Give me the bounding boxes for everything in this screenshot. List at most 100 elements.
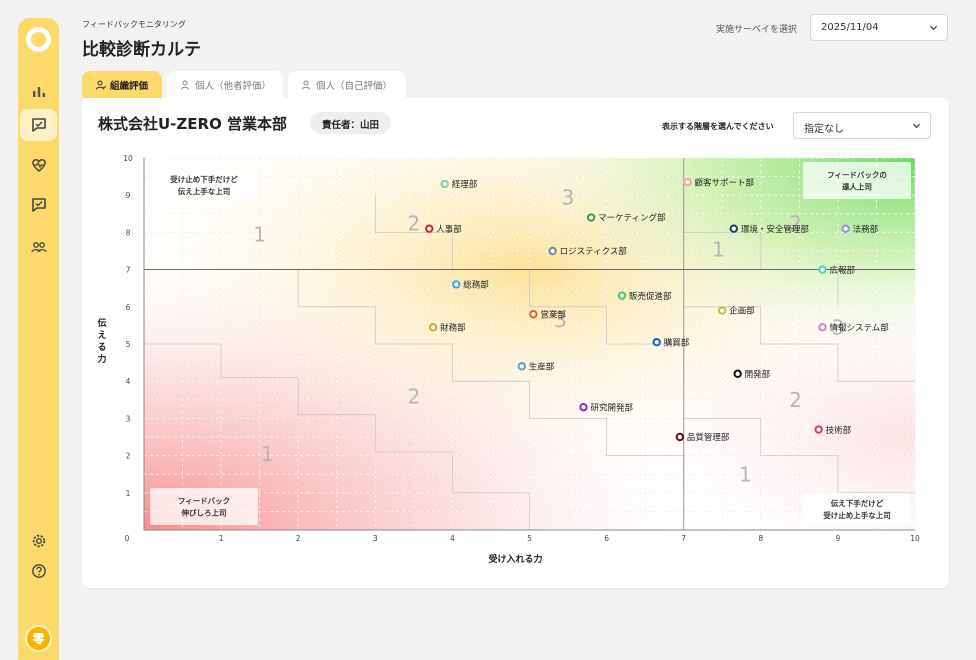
page-title: 比較診断カルテ — [82, 40, 201, 60]
feedback-icon — [31, 118, 46, 132]
nav-analytics[interactable] — [20, 75, 57, 107]
diagnosis-card: 株式会社U-ZERO 営業本部 責任者：山田 表示する階層を選んでください 指定… — [82, 98, 949, 588]
data-point-label: 営業部 — [540, 309, 566, 320]
data-point — [425, 224, 434, 233]
zone-boundary — [683, 418, 915, 494]
y-axis-label-char: 力 — [97, 353, 106, 365]
zone-label: 1 — [253, 223, 266, 247]
x-tick-label: 1 — [219, 534, 224, 543]
x-tick-label: 6 — [604, 534, 609, 543]
gear-icon — [32, 534, 45, 548]
nav-messages[interactable] — [20, 189, 57, 221]
data-point — [579, 403, 588, 412]
corner-label-text: 受け止め下手だけど — [170, 174, 238, 184]
message-check-icon — [31, 198, 46, 212]
corner-label-text: フィードバックの — [827, 170, 887, 180]
y-tick-label: 9 — [126, 191, 131, 200]
nav-team[interactable] — [20, 231, 57, 263]
data-point-label: 人事部 — [436, 224, 462, 235]
heart-pulse-icon — [31, 159, 46, 172]
layer-select[interactable]: 指定なし — [793, 112, 931, 139]
data-point-label: 品質管理部 — [687, 432, 730, 443]
data-point-label: ロジスティクス部 — [560, 246, 628, 257]
tab-label: 組織評価 — [110, 81, 149, 92]
x-tick-label: 2 — [296, 534, 301, 543]
corner-label-text: 伸びしろ上司 — [181, 508, 227, 518]
data-point — [841, 224, 850, 233]
data-point-label: 環境・安全管理部 — [741, 224, 810, 235]
zone-boundary — [297, 269, 685, 493]
nav-health[interactable] — [20, 149, 57, 181]
corner-label-text: 伝え下手だけど — [831, 498, 884, 508]
data-point — [617, 291, 627, 300]
chart-zone-lines — [144, 158, 915, 530]
corner-label-text: フィードバック — [178, 496, 230, 506]
zone-label: 2 — [789, 388, 802, 412]
zone-label: 1 — [739, 463, 752, 487]
tab-individual-others[interactable]: 個人（他者評価） — [167, 71, 283, 99]
x-tick-label: 4 — [450, 534, 455, 543]
data-point — [586, 213, 596, 222]
zone-boundary — [683, 306, 915, 382]
y-tick-label: 5 — [126, 340, 131, 349]
chart-axes: 0 1 2 3 4 5 6 7 8 9 10 1 2 3 4 5 6 7 8 9 10 受け入れる力 伝える力 — [97, 154, 920, 565]
page-subtitle: フィードバックモニタリング — [82, 20, 186, 29]
data-point — [729, 224, 739, 233]
data-point — [548, 246, 557, 256]
user-avatar[interactable]: 零 — [25, 625, 52, 652]
y-axis-label: 伝える力 — [97, 317, 106, 365]
x-axis-label: 受け入れる力 — [488, 553, 542, 565]
y-axis-label-char: え — [97, 330, 106, 341]
data-point-label: 購買部 — [664, 337, 690, 348]
corner-label-text: 受け止め上手な上司 — [823, 510, 891, 520]
sidebar: 零 — [18, 18, 59, 660]
data-point-label: 技術部 — [826, 425, 852, 436]
nav-help[interactable] — [20, 555, 57, 587]
y-tick-label: 10 — [123, 154, 133, 163]
data-point-label: 広報部 — [829, 265, 855, 276]
chevron-down-icon — [912, 123, 921, 129]
x-tick-label: 8 — [758, 534, 763, 543]
data-point-label: 法務部 — [853, 224, 879, 235]
data-point — [452, 280, 461, 289]
zone-label: 2 — [789, 211, 802, 235]
help-icon — [31, 564, 46, 578]
manager-badge: 責任者：山田 — [310, 112, 392, 134]
data-point-label: 総務部 — [463, 280, 489, 291]
survey-select[interactable]: 2025/11/04 — [810, 14, 948, 41]
x-tick-label: 9 — [836, 534, 841, 543]
nav-feedback[interactable] — [20, 109, 57, 141]
y-tick-label: 2 — [126, 452, 131, 461]
data-point — [718, 306, 727, 315]
data-point-label: 財務部 — [440, 322, 466, 333]
y-tick-label: 7 — [126, 266, 131, 275]
tab-individual-self[interactable]: 個人（自己評価） — [288, 71, 406, 99]
y-tick-label: 3 — [126, 414, 131, 423]
data-point — [675, 432, 685, 442]
chart-zone-labels: 1 2 3 1 2 3 3 2 2 1 1 — [253, 185, 844, 486]
company-name: 株式会社U-ZERO 営業本部 — [98, 115, 288, 133]
x-tick-label: 0 — [125, 534, 130, 543]
data-point — [683, 177, 692, 187]
nav-settings[interactable] — [20, 525, 57, 557]
x-tick-label: 3 — [373, 534, 378, 543]
y-tick-label: 4 — [126, 377, 131, 386]
data-point-label: 顧客サポート部 — [695, 177, 755, 188]
user-icon — [96, 80, 106, 90]
data-point-label: 生産部 — [529, 362, 555, 373]
data-point-label: 企画部 — [729, 306, 755, 317]
user-icon — [181, 80, 189, 90]
tab-organization[interactable]: 組織評価 — [82, 71, 162, 99]
data-point-label: 販売促進部 — [629, 291, 672, 302]
data-point — [428, 323, 438, 332]
corner-label-box — [150, 488, 258, 525]
corner-label-box — [803, 162, 911, 199]
corner-label-text: 伝え上手な上司 — [178, 186, 231, 196]
logo-icon — [26, 27, 51, 52]
zone-boundary — [144, 343, 530, 530]
corner-label-box — [150, 170, 258, 200]
layer-select-value: 指定なし — [804, 124, 844, 135]
data-point — [652, 337, 661, 347]
